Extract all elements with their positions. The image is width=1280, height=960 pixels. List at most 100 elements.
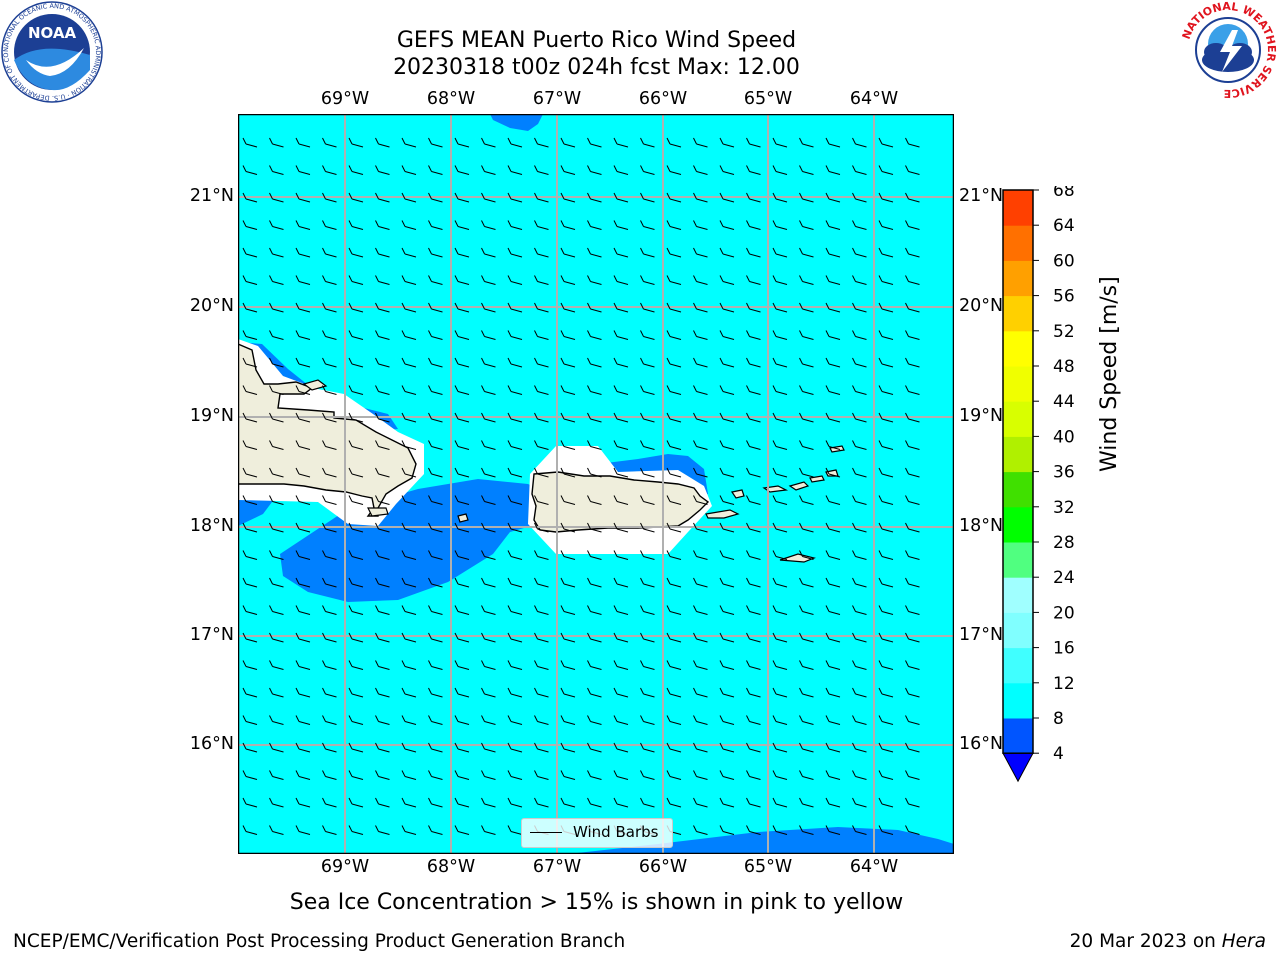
wind-barb (905, 247, 920, 258)
wind-barb (640, 797, 655, 808)
wind-barb (428, 247, 443, 258)
wind-barb (825, 440, 841, 450)
wind-barb (693, 550, 708, 560)
wind-barb (640, 687, 655, 698)
lon-label-bottom: 65°W (743, 857, 793, 877)
wind-barb (719, 742, 735, 753)
wind-barb (640, 412, 655, 423)
noaa-logo-text: NOAA (28, 24, 77, 42)
wind-barb (746, 797, 761, 808)
wind-barb (295, 275, 311, 285)
wind-barb (481, 742, 496, 753)
wind-barb (375, 192, 390, 203)
wind-barb (242, 605, 258, 615)
wind-barb (481, 605, 496, 615)
wind-barb (454, 165, 470, 175)
lon-label-bottom: 64°W (849, 857, 899, 877)
colorbar-tick-label: 56 (1053, 287, 1075, 307)
colorbar-tick-label: 16 (1053, 639, 1075, 659)
culebra-island (731, 489, 745, 499)
wind-barb (269, 522, 284, 533)
wind-barb (322, 660, 337, 670)
wind-barb (560, 165, 576, 175)
wind-barb (640, 440, 655, 450)
wind-barb (587, 385, 602, 395)
wind-barb (878, 302, 894, 313)
wind-barb (640, 605, 655, 615)
wind-barb (348, 770, 364, 780)
wind-barb (560, 632, 576, 643)
wind-barb (613, 412, 629, 423)
wind-barb (852, 495, 867, 505)
wind-barb (269, 137, 284, 148)
wind-barb (295, 137, 311, 148)
wind-barb (693, 220, 708, 230)
wind-barb (534, 797, 549, 808)
wind-barb (799, 357, 814, 368)
wind-barb (905, 495, 920, 505)
wind-barb (666, 605, 682, 615)
wind-barb (534, 742, 549, 753)
wind-barb (719, 467, 735, 478)
wind-barb (905, 660, 920, 670)
wind-barb (905, 522, 920, 533)
wind-barb (242, 577, 258, 588)
wind-barb (878, 220, 894, 230)
wind-barb (772, 605, 788, 615)
wind-barbs (242, 137, 920, 835)
wind-barb (348, 632, 364, 643)
wind-barb (640, 357, 655, 368)
wind-barb (799, 770, 814, 780)
wind-barb (375, 330, 390, 340)
map-frame (238, 114, 954, 854)
hispaniola-land (238, 343, 417, 517)
wind-barb (560, 275, 576, 285)
colorbar-segment (1003, 436, 1033, 473)
wind-barb (481, 715, 496, 725)
lat-label-right: 16°N (959, 734, 1004, 754)
footer-host: Hera (1221, 931, 1266, 952)
wind-barb (613, 137, 629, 148)
noaa-logo: NATIONAL OCEANIC AND ATMOSPHERIC ADMINIS… (0, 0, 104, 104)
wind-barb (481, 797, 496, 808)
wind-barb (640, 495, 655, 505)
wind-barb (507, 165, 523, 175)
wind-barb (719, 302, 735, 313)
wind-barb (454, 797, 470, 808)
wind-barb (481, 440, 496, 450)
wind-barb (295, 825, 311, 835)
lon-label-top: 68°W (426, 89, 476, 109)
wind-barb (640, 550, 655, 560)
footer-date: 20 Mar 2023 on (1069, 931, 1222, 952)
wind-barb (454, 357, 470, 368)
wind-barb (719, 137, 735, 148)
wind-barb (507, 192, 523, 203)
wind-barb (401, 440, 417, 450)
wind-barb (799, 275, 814, 285)
wind-barb (507, 412, 523, 423)
wind-barb (799, 550, 814, 560)
wind-barb (746, 825, 761, 835)
wind-barb (348, 412, 364, 423)
wind-barb (348, 660, 364, 670)
wind-barb (295, 357, 311, 368)
wind-barb (852, 220, 867, 230)
colorbar-segment (1003, 542, 1033, 578)
wind-barb (640, 660, 655, 670)
wind-barb (322, 797, 337, 808)
wind-barb (322, 165, 337, 175)
wind-barb (295, 632, 311, 643)
wind-barb (587, 330, 602, 340)
wind-barb (852, 605, 867, 615)
wind-barb (640, 275, 655, 285)
wind-barb (269, 302, 284, 313)
wind-barb (428, 495, 443, 505)
wind-barb (719, 247, 735, 258)
wind-barb (322, 385, 337, 395)
wind-barb (666, 330, 682, 340)
wind-barb (428, 742, 443, 753)
wind-barb (719, 632, 735, 643)
wind-barb (375, 247, 390, 258)
map-subtitle: 20230318 t00z 024h fcst Max: 12.00 (393, 55, 800, 80)
wind-barb (507, 275, 523, 285)
